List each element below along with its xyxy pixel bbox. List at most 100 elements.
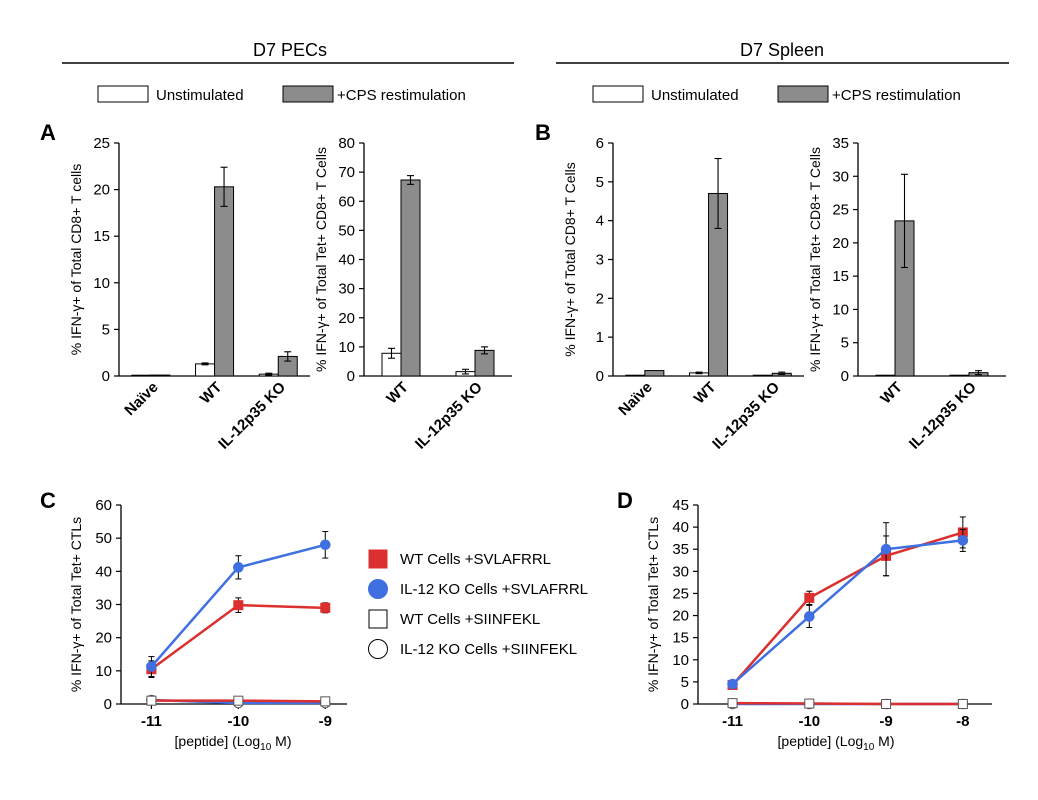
y-tick-label: 30 bbox=[832, 168, 849, 185]
series-line-ko-svlafrrl bbox=[731, 539, 963, 686]
data-point-wt-siinfekl bbox=[233, 695, 244, 706]
y-tick-label: 25 bbox=[832, 202, 849, 219]
x-axis-label: [peptide] (Log10 M) bbox=[778, 733, 895, 753]
data-point-ko-svlafrrl bbox=[727, 678, 738, 690]
y-tick-label: 5 bbox=[102, 321, 110, 338]
y-tick-label: 20 bbox=[832, 235, 849, 252]
bar-unstimulated bbox=[875, 374, 896, 377]
category-label: IL-12p35 KO bbox=[709, 379, 783, 453]
y-axis-label: % IFN-γ+ of Total CD8+ T cells bbox=[68, 164, 84, 355]
x-tick-label: -8 bbox=[956, 713, 969, 730]
data-point-wt-siinfekl bbox=[320, 696, 331, 707]
legend-swatch-unstimulated bbox=[97, 85, 149, 103]
bar-legend-spleen: Unstimulated +CPS restimulation bbox=[592, 85, 961, 104]
legend-marker-ko-siinfekl bbox=[368, 639, 388, 659]
y-tick-label: 50 bbox=[338, 222, 355, 239]
legend-marker-wt-siinfekl bbox=[368, 609, 388, 629]
x-tick-label: -10 bbox=[798, 713, 820, 730]
y-tick-label: 25 bbox=[93, 135, 110, 152]
line-chart-c: 0 10 20 30 40 50 60 -11 -10 -9 [peptide] (Log10 M)… bbox=[68, 497, 347, 753]
panel-label-d: D bbox=[617, 488, 633, 513]
y-tick-label: 5 bbox=[841, 335, 849, 352]
y-tick-label: 10 bbox=[93, 275, 110, 292]
bar-unstimulated bbox=[949, 374, 970, 377]
panel-label-b: B bbox=[535, 120, 551, 145]
data-point-wt-siinfekl bbox=[727, 698, 738, 709]
x-tick-label: -11 bbox=[722, 713, 743, 730]
category-label: Naïve bbox=[615, 379, 655, 419]
y-tick-label: 6 bbox=[596, 135, 604, 152]
y-tick-label: 25 bbox=[672, 585, 689, 602]
y-tick-label: 70 bbox=[338, 164, 355, 181]
bar-unstimulated bbox=[131, 374, 152, 377]
y-axis-label: % IFN-γ+ of Total Tet+ CTLs bbox=[68, 517, 84, 692]
data-point-wt-siinfekl bbox=[881, 699, 892, 709]
y-tick-label: 0 bbox=[841, 368, 849, 385]
legend-marker-ko-svlafrrl bbox=[368, 579, 388, 599]
bar-cps-restimulation bbox=[644, 370, 665, 377]
y-tick-label: 30 bbox=[95, 597, 112, 614]
y-tick-label: 20 bbox=[338, 310, 355, 327]
data-point-ko-svlafrrl bbox=[319, 539, 331, 551]
y-tick-label: 10 bbox=[95, 663, 112, 680]
y-tick-label: 40 bbox=[338, 252, 355, 269]
header-pecs: D7 PECs bbox=[253, 40, 327, 60]
data-point-ko-svlafrrl bbox=[880, 543, 892, 555]
category-label: WT bbox=[691, 379, 720, 408]
data-point-ko-svlafrrl bbox=[804, 611, 815, 622]
y-axis-label: % IFN-γ+ of Total CD8+ T Cells bbox=[562, 162, 578, 357]
legend-swatch-cps bbox=[777, 85, 829, 103]
category-label: WT bbox=[197, 379, 226, 408]
y-axis-label: % IFN-γ+ of Total Tet+ CD8+ T Cells bbox=[313, 147, 329, 372]
y-tick-label: 3 bbox=[596, 252, 604, 269]
data-point-wt-siinfekl bbox=[804, 698, 815, 709]
data-point-wt-svlafrrl bbox=[804, 592, 815, 603]
bar-unstimulated bbox=[195, 363, 216, 377]
y-tick-label: 1 bbox=[596, 329, 604, 346]
x-tick-label: -10 bbox=[228, 713, 250, 730]
bar-cps-restimulation bbox=[214, 186, 235, 377]
data-point-ko-svlafrrl bbox=[146, 661, 157, 672]
y-tick-label: 0 bbox=[596, 368, 604, 385]
header-spleen: D7 Spleen bbox=[740, 40, 824, 60]
legend-label-unstimulated: Unstimulated bbox=[651, 87, 739, 104]
data-point-wt-svlafrrl bbox=[320, 602, 331, 613]
y-tick-label: 20 bbox=[672, 608, 689, 625]
y-tick-label: 40 bbox=[672, 519, 689, 536]
bar-chart-pecs-tet: 0 10 20 30 40 50 60 70 80 % IFN-γ+ of Total Tet+ … bbox=[313, 135, 512, 453]
y-axis-label: % IFN-γ+ of Total Tet+ CTLs bbox=[645, 517, 661, 692]
line-legend: WT Cells +SVLAFRRL IL-12 KO Cells +SVLAFR… bbox=[368, 549, 588, 659]
category-label: IL-12p35 KO bbox=[906, 379, 980, 453]
y-tick-label: 80 bbox=[338, 135, 355, 152]
x-tick-label: -9 bbox=[879, 713, 892, 730]
y-tick-label: 10 bbox=[672, 652, 689, 669]
y-tick-label: 60 bbox=[95, 497, 112, 514]
legend-swatch-unstimulated bbox=[592, 85, 644, 103]
y-tick-label: 2 bbox=[596, 290, 604, 307]
category-label: Naïve bbox=[121, 379, 161, 419]
y-tick-label: 5 bbox=[681, 674, 689, 691]
legend-label-cps: +CPS restimulation bbox=[832, 87, 961, 104]
bar-chart-spleen-tet: 0 5 10 15 20 25 30 35 % IFN-γ+ of Total Tet+ CD8… bbox=[807, 135, 1006, 453]
legend-marker-wt-svlafrrl bbox=[368, 549, 388, 569]
y-tick-label: 20 bbox=[93, 182, 110, 199]
y-tick-label: 0 bbox=[347, 368, 355, 385]
legend-label-unstimulated: Unstimulated bbox=[156, 87, 244, 104]
panel-label-a: A bbox=[40, 120, 56, 145]
legend-swatch-cps bbox=[282, 85, 334, 103]
x-axis-label: [peptide] (Log10 M) bbox=[175, 733, 292, 753]
category-label: WT bbox=[877, 379, 906, 408]
y-tick-label: 40 bbox=[95, 563, 112, 580]
legend-label-wt-siinfekl: WT Cells +SIINFEKL bbox=[400, 611, 540, 628]
y-tick-label: 0 bbox=[102, 368, 110, 385]
data-point-wt-siinfekl bbox=[146, 695, 157, 706]
bar-unstimulated bbox=[625, 374, 646, 377]
series-line-wt-svlafrrl bbox=[731, 531, 964, 686]
y-tick-label: 0 bbox=[104, 696, 112, 713]
y-tick-label: 35 bbox=[832, 135, 849, 152]
y-tick-label: 35 bbox=[672, 541, 689, 558]
data-point-ko-svlafrrl bbox=[957, 535, 969, 546]
series-line-wt-siinfekl bbox=[732, 701, 963, 706]
bar-cps-restimulation bbox=[400, 179, 421, 377]
